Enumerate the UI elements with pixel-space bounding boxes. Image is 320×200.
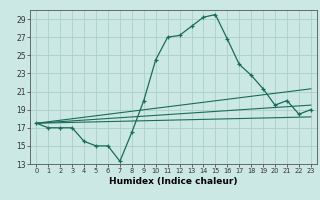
X-axis label: Humidex (Indice chaleur): Humidex (Indice chaleur)	[109, 177, 238, 186]
